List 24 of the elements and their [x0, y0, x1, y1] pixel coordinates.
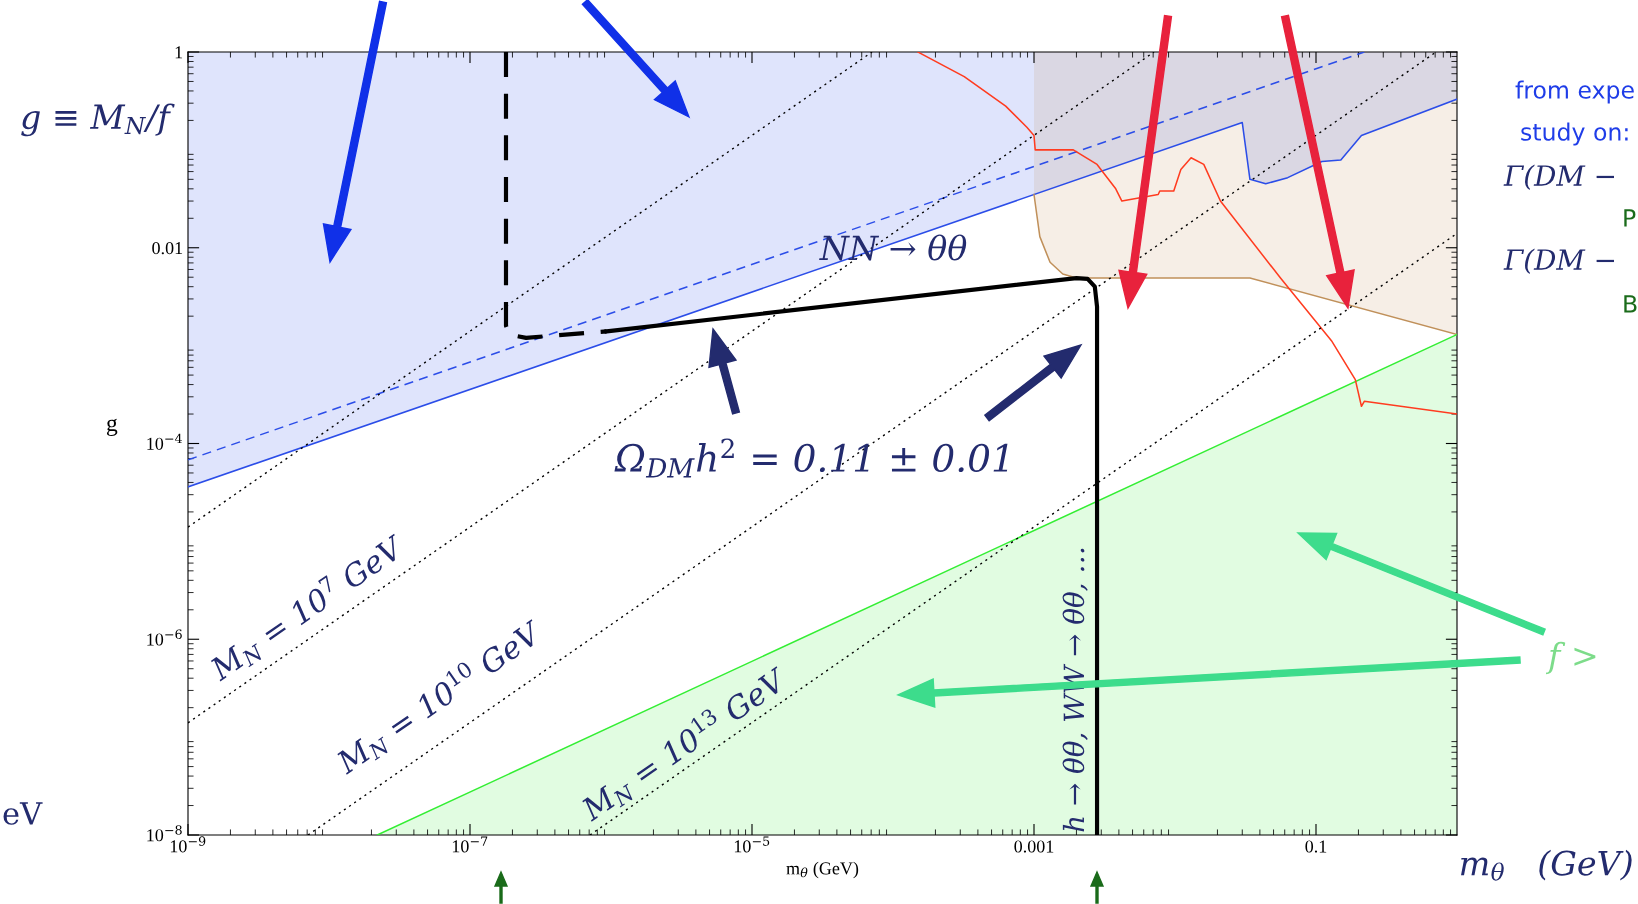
text: B — [1624, 295, 1637, 313]
text: g ≡ M$_{N}$/f — [21, 103, 175, 137]
text: Γ(DM − — [1503, 248, 1614, 274]
y-tick-label: 10$^{−6}$ — [147, 629, 182, 646]
text: m$_{θ}$ (GeV) — [1461, 849, 1632, 881]
y-tick-label: 0.01 — [152, 242, 183, 255]
x-tick-label: 10$^{−7}$ — [452, 836, 488, 853]
y-tick-label: 10$^{−4}$ — [147, 433, 182, 450]
annotation: M$_{N}$ = 10$^{13}$ GeV — [576, 662, 793, 826]
annotation: NN → θθ — [819, 234, 967, 261]
x-tick-label: 0.1 — [1305, 840, 1327, 853]
text: from expe — [1515, 80, 1634, 104]
annotation: Ω$_{DM}$h$^{2}$ = 0.11 ± 0.01 — [614, 438, 1008, 478]
x-tick-label: 10$^{−5}$ — [734, 836, 770, 853]
text: study on: — [1521, 122, 1628, 146]
y-tick-label: 1 — [175, 46, 183, 59]
x-tick-label: 10$^{−9}$ — [170, 836, 206, 853]
text: Γ(DM − — [1503, 164, 1614, 190]
x-tick-label: 0.001 — [1014, 840, 1054, 853]
text: f > — [1545, 641, 1596, 675]
text: eV — [3, 802, 43, 825]
y-axis-title: g — [106, 418, 118, 436]
x-axis-title: m$_{θ}$ (GeV) — [786, 861, 859, 879]
text: P — [1624, 209, 1636, 227]
